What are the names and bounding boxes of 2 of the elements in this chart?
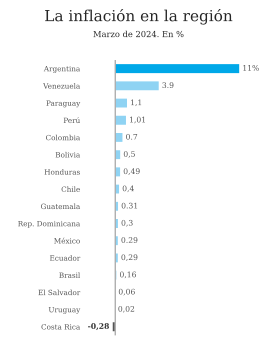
chart-title: La inflación en la región: [45, 8, 232, 25]
chart-subtitle: Marzo de 2024. En %: [93, 30, 184, 38]
